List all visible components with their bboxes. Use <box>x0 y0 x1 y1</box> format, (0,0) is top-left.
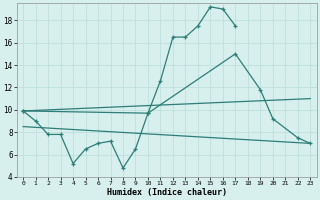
X-axis label: Humidex (Indice chaleur): Humidex (Indice chaleur) <box>107 188 227 197</box>
